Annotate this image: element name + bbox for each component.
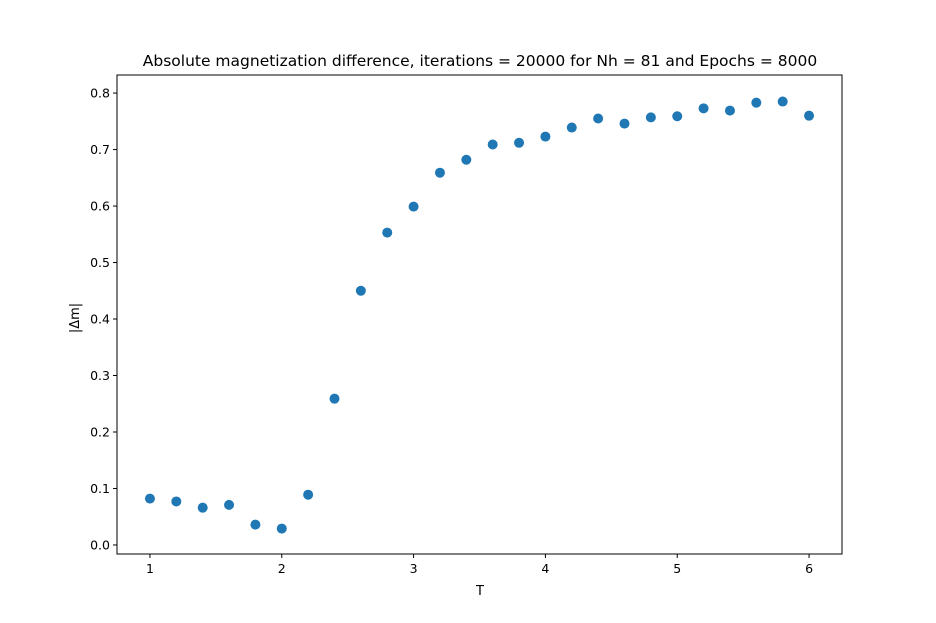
y-tick-label: 0.3 xyxy=(90,368,110,383)
data-point xyxy=(540,131,551,142)
data-point xyxy=(804,110,815,121)
y-tick-label: 0.8 xyxy=(90,86,110,101)
data-point xyxy=(724,105,735,116)
data-point xyxy=(276,523,287,534)
y-axis-label: |Δm| xyxy=(68,303,83,333)
y-tick-label: 0.1 xyxy=(90,481,110,496)
data-point xyxy=(434,167,445,178)
data-point xyxy=(197,502,208,513)
y-tick-label: 0.7 xyxy=(90,142,110,157)
data-point xyxy=(672,111,683,122)
data-point xyxy=(619,118,630,129)
data-point xyxy=(698,103,709,114)
data-point xyxy=(645,112,656,123)
data-point xyxy=(408,201,419,212)
data-point xyxy=(751,97,762,108)
x-tick-label: 6 xyxy=(805,561,813,576)
x-tick-label: 3 xyxy=(410,561,418,576)
y-tick-label: 0.2 xyxy=(90,424,110,439)
x-tick-label: 2 xyxy=(278,561,286,576)
data-point xyxy=(566,122,577,133)
chart-title: Absolute magnetization difference, itera… xyxy=(143,52,817,70)
data-point xyxy=(593,113,604,124)
data-point xyxy=(171,496,182,507)
y-tick-label: 0.5 xyxy=(90,255,110,270)
data-point xyxy=(303,489,314,500)
axes-frame xyxy=(116,74,843,555)
x-tick-label: 1 xyxy=(146,561,154,576)
data-point xyxy=(777,96,788,107)
x-tick-label: 4 xyxy=(541,561,549,576)
data-point xyxy=(144,493,155,504)
axes-area: 1 2 3 4 5 6 0.0 0.1 0.2 0.3 0.4 0.5 0.6 0.7 0.8 xyxy=(90,86,813,576)
y-tick-label: 0.0 xyxy=(90,537,110,552)
data-point xyxy=(329,393,340,404)
data-point xyxy=(461,154,472,165)
x-tick-label: 5 xyxy=(673,561,681,576)
data-point xyxy=(355,285,366,296)
x-axis-label: T xyxy=(475,584,484,599)
data-point xyxy=(224,499,235,510)
data-point xyxy=(514,137,525,148)
data-point xyxy=(487,139,498,150)
data-points xyxy=(144,96,815,534)
y-tick-label: 0.6 xyxy=(90,199,110,214)
y-tick-label: 0.4 xyxy=(90,312,110,327)
data-point xyxy=(250,519,261,530)
data-point xyxy=(382,227,393,238)
